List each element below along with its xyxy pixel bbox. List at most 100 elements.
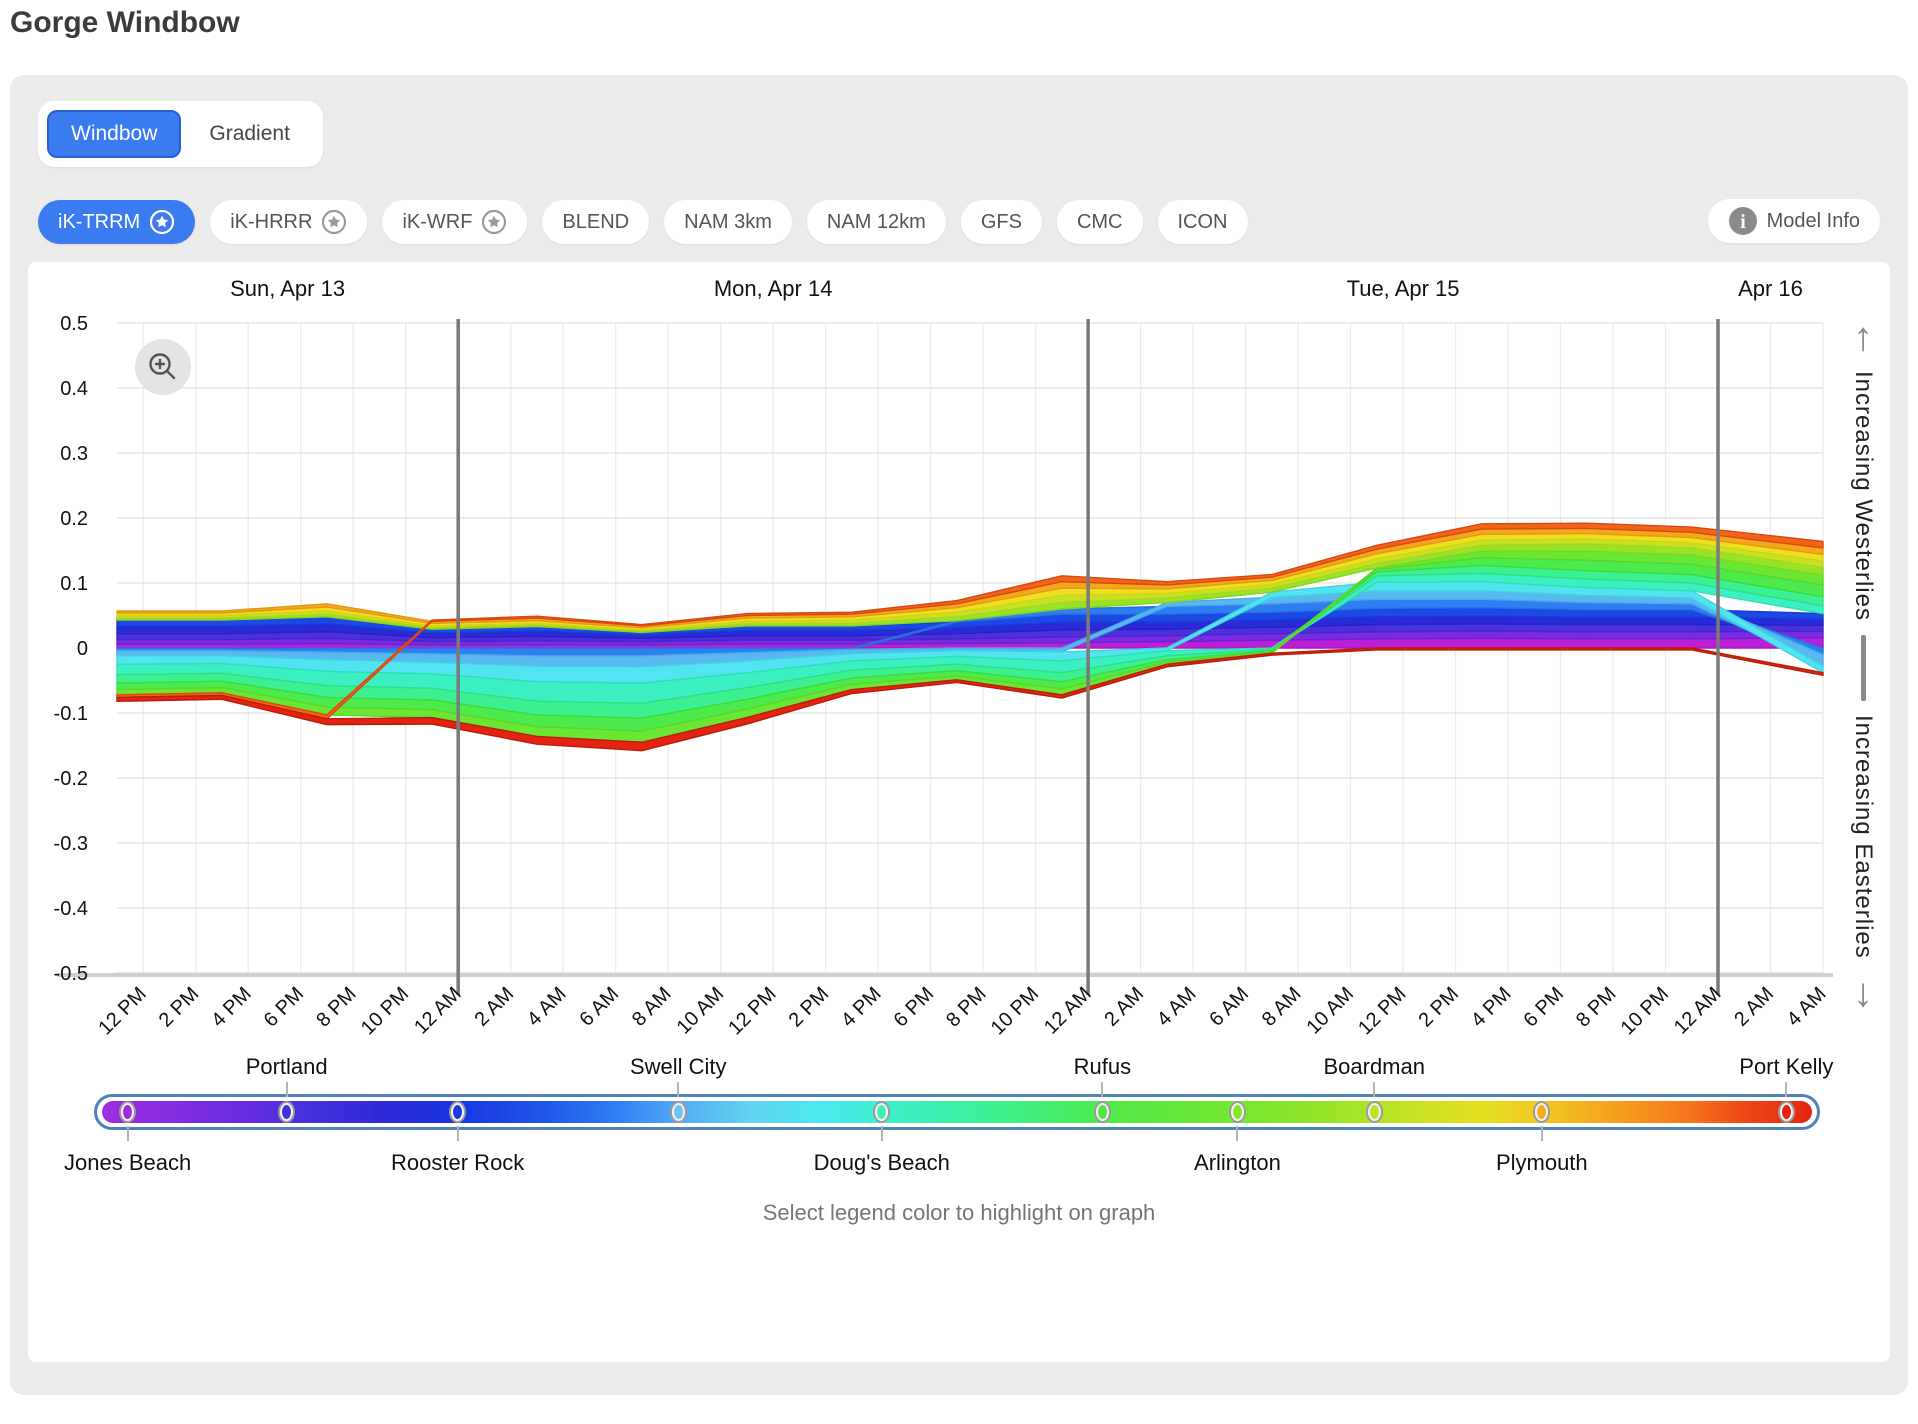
model-pill-icon[interactable]: ICON — [1157, 200, 1248, 244]
zoom-in-button[interactable] — [135, 339, 191, 395]
model-pills: iK-TRRM iK-HRRR iK-WRF BLEND NAM 3km NAM 12km… — [38, 200, 1248, 244]
model-info-button[interactable]: i Model Info — [1707, 199, 1880, 243]
increasing-westerlies-label: Increasing Westerlies — [1850, 371, 1877, 621]
legend-marker-stem — [126, 1126, 129, 1141]
legend-label-portland: Portland — [245, 1054, 328, 1079]
x-tick-label: 4 PM — [207, 983, 256, 1032]
legend-gradient-bar[interactable] — [102, 1101, 1812, 1123]
legend-label-arlington: Arlington — [1194, 1150, 1281, 1175]
x-tick-label: 4 PM — [837, 983, 886, 1032]
legend-marker-boardman[interactable] — [1367, 1103, 1381, 1121]
y-tick-label: -0.2 — [54, 768, 88, 790]
legend-marker-stem — [1101, 1082, 1104, 1097]
legend-marker-stem — [1373, 1082, 1376, 1097]
model-pill-label: ICON — [1177, 210, 1228, 233]
legend-marker-plymouth[interactable] — [1535, 1103, 1549, 1121]
x-tick-label: 10 PM — [357, 983, 413, 1039]
legend-marker-jones-beach[interactable] — [121, 1103, 135, 1121]
x-tick-label: 4 AM — [1153, 983, 1201, 1031]
legend-marker-port-kelly[interactable] — [1779, 1103, 1793, 1121]
model-pill-blend[interactable]: BLEND — [542, 200, 650, 244]
x-tick-label: 2 PM — [1415, 983, 1464, 1032]
windbow-chart[interactable]: Sun, Apr 13 Mon, Apr 14 Tue, Apr 15 Apr 16 0… — [28, 262, 1890, 1052]
legend-label-rufus: Rufus — [1073, 1054, 1132, 1079]
toggle-gradient-button[interactable]: Gradient — [185, 110, 314, 158]
x-tick-label: 4 AM — [523, 983, 571, 1031]
x-tick-label: 12 AM — [410, 983, 466, 1039]
toggle-windbow-button[interactable]: Windbow — [47, 110, 182, 158]
y-tick-label: -0.5 — [54, 963, 88, 985]
x-tick-label: 6 AM — [1205, 983, 1253, 1031]
day-label: Tue, Apr 15 — [1347, 276, 1460, 301]
x-tick-label: 6 PM — [260, 983, 309, 1032]
x-tick-label: 2 AM — [1730, 983, 1778, 1031]
down-arrow-icon: ↓ — [1853, 970, 1873, 1015]
model-pill-label: iK-WRF — [402, 210, 473, 233]
model-pill-label: iK-TRRM — [58, 210, 141, 233]
y-tick-label: -0.1 — [54, 703, 88, 725]
star-badge-icon — [321, 209, 347, 235]
x-tick-label: 4 PM — [1467, 983, 1516, 1032]
chart-panel: Sun, Apr 13 Mon, Apr 14 Tue, Apr 15 Apr 16 0… — [28, 262, 1890, 1362]
legend-marker-swell-city[interactable] — [671, 1103, 685, 1121]
legend-marker-rufus[interactable] — [1095, 1103, 1109, 1121]
legend-hint-text: Select legend color to highlight on grap… — [762, 1200, 1156, 1225]
y-tick-label: -0.4 — [54, 898, 88, 920]
model-pill-nam-12km[interactable]: NAM 12km — [806, 200, 946, 244]
legend-label-boardman: Boardman — [1323, 1054, 1425, 1079]
model-pill-gfs[interactable]: GFS — [960, 200, 1042, 244]
right-axis-labels: ↑ Increasing Westerlies Increasing Easte… — [1840, 317, 1886, 1013]
up-arrow-icon: ↑ — [1853, 315, 1873, 359]
windbow-band-band-18[interactable] — [116, 647, 1824, 752]
svg-text:i: i — [1740, 211, 1746, 233]
main-card: Windbow Gradient iK-TRRM iK-HRRR iK-WRF BLE… — [10, 75, 1908, 1395]
legend-capsule — [94, 1094, 1820, 1130]
model-pill-nam-3km[interactable]: NAM 3km — [664, 200, 792, 244]
legend-label-doug-s-beach: Doug's Beach — [813, 1150, 950, 1175]
x-tick-label: 2 AM — [470, 983, 518, 1031]
day-label: Sun, Apr 13 — [230, 276, 345, 301]
x-tick-label: 12 PM — [724, 983, 780, 1039]
day-label: Mon, Apr 14 — [714, 276, 833, 301]
legend-label-port-kelly: Port Kelly — [1739, 1054, 1834, 1079]
view-toggle: Windbow Gradient — [38, 101, 323, 167]
x-tick-label: 8 AM — [1258, 983, 1306, 1031]
x-tick-label: 12 PM — [1354, 983, 1410, 1039]
y-tick-label: 0.3 — [60, 443, 88, 465]
model-pill-label: CMC — [1076, 210, 1123, 233]
x-tick-label: 8 PM — [942, 983, 991, 1032]
model-pill-label: BLEND — [562, 210, 630, 233]
legend-label-jones-beach: Jones Beach — [64, 1150, 192, 1175]
y-tick-label: 0.5 — [60, 313, 88, 335]
legend-marker-stem — [677, 1082, 680, 1097]
legend-marker-stem — [1785, 1082, 1788, 1097]
legend-marker-doug-s-beach[interactable] — [875, 1103, 889, 1121]
day-label: Apr 16 — [1738, 276, 1803, 301]
star-badge-icon — [149, 209, 175, 235]
model-pill-ik-wrf[interactable]: iK-WRF — [382, 200, 528, 244]
legend-marker-portland[interactable] — [280, 1103, 294, 1121]
legend-marker-arlington[interactable] — [1230, 1103, 1244, 1121]
legend-marker-rooster-rock[interactable] — [451, 1103, 465, 1121]
x-tick-label: 12 AM — [1670, 983, 1726, 1039]
model-pill-label: NAM 3km — [684, 210, 772, 233]
legend-marker-stem — [1236, 1126, 1239, 1141]
magnifier-plus-icon — [146, 350, 180, 384]
model-pill-ik-hrrr[interactable]: iK-HRRR — [210, 200, 368, 244]
x-tick-label: 12 PM — [94, 983, 150, 1039]
x-tick-label: 8 PM — [312, 983, 361, 1032]
x-tick-label: 2 AM — [1100, 983, 1148, 1031]
windbow-band-band-17[interactable] — [116, 522, 1824, 720]
legend-label-plymouth: Plymouth — [1495, 1150, 1588, 1175]
model-pills-row: iK-TRRM iK-HRRR iK-WRF BLEND NAM 3km NAM 12km… — [38, 199, 1880, 245]
x-tick-label: 10 AM — [673, 983, 729, 1039]
model-info-label: Model Info — [1766, 209, 1860, 232]
model-pill-ik-trrm[interactable]: iK-TRRM — [38, 200, 196, 244]
model-pill-cmc[interactable]: CMC — [1056, 200, 1143, 244]
legend-label-rooster-rock: Rooster Rock — [391, 1150, 525, 1175]
increasing-easterlies-label: Increasing Easterlies — [1850, 714, 1877, 959]
location-legend: Jones Beach Portland Rooster Rock Swell Cit… — [28, 1054, 1890, 1184]
x-tick-label: 6 PM — [890, 983, 939, 1032]
y-tick-label: 0 — [77, 638, 88, 660]
x-tick-label: 2 PM — [785, 983, 834, 1032]
